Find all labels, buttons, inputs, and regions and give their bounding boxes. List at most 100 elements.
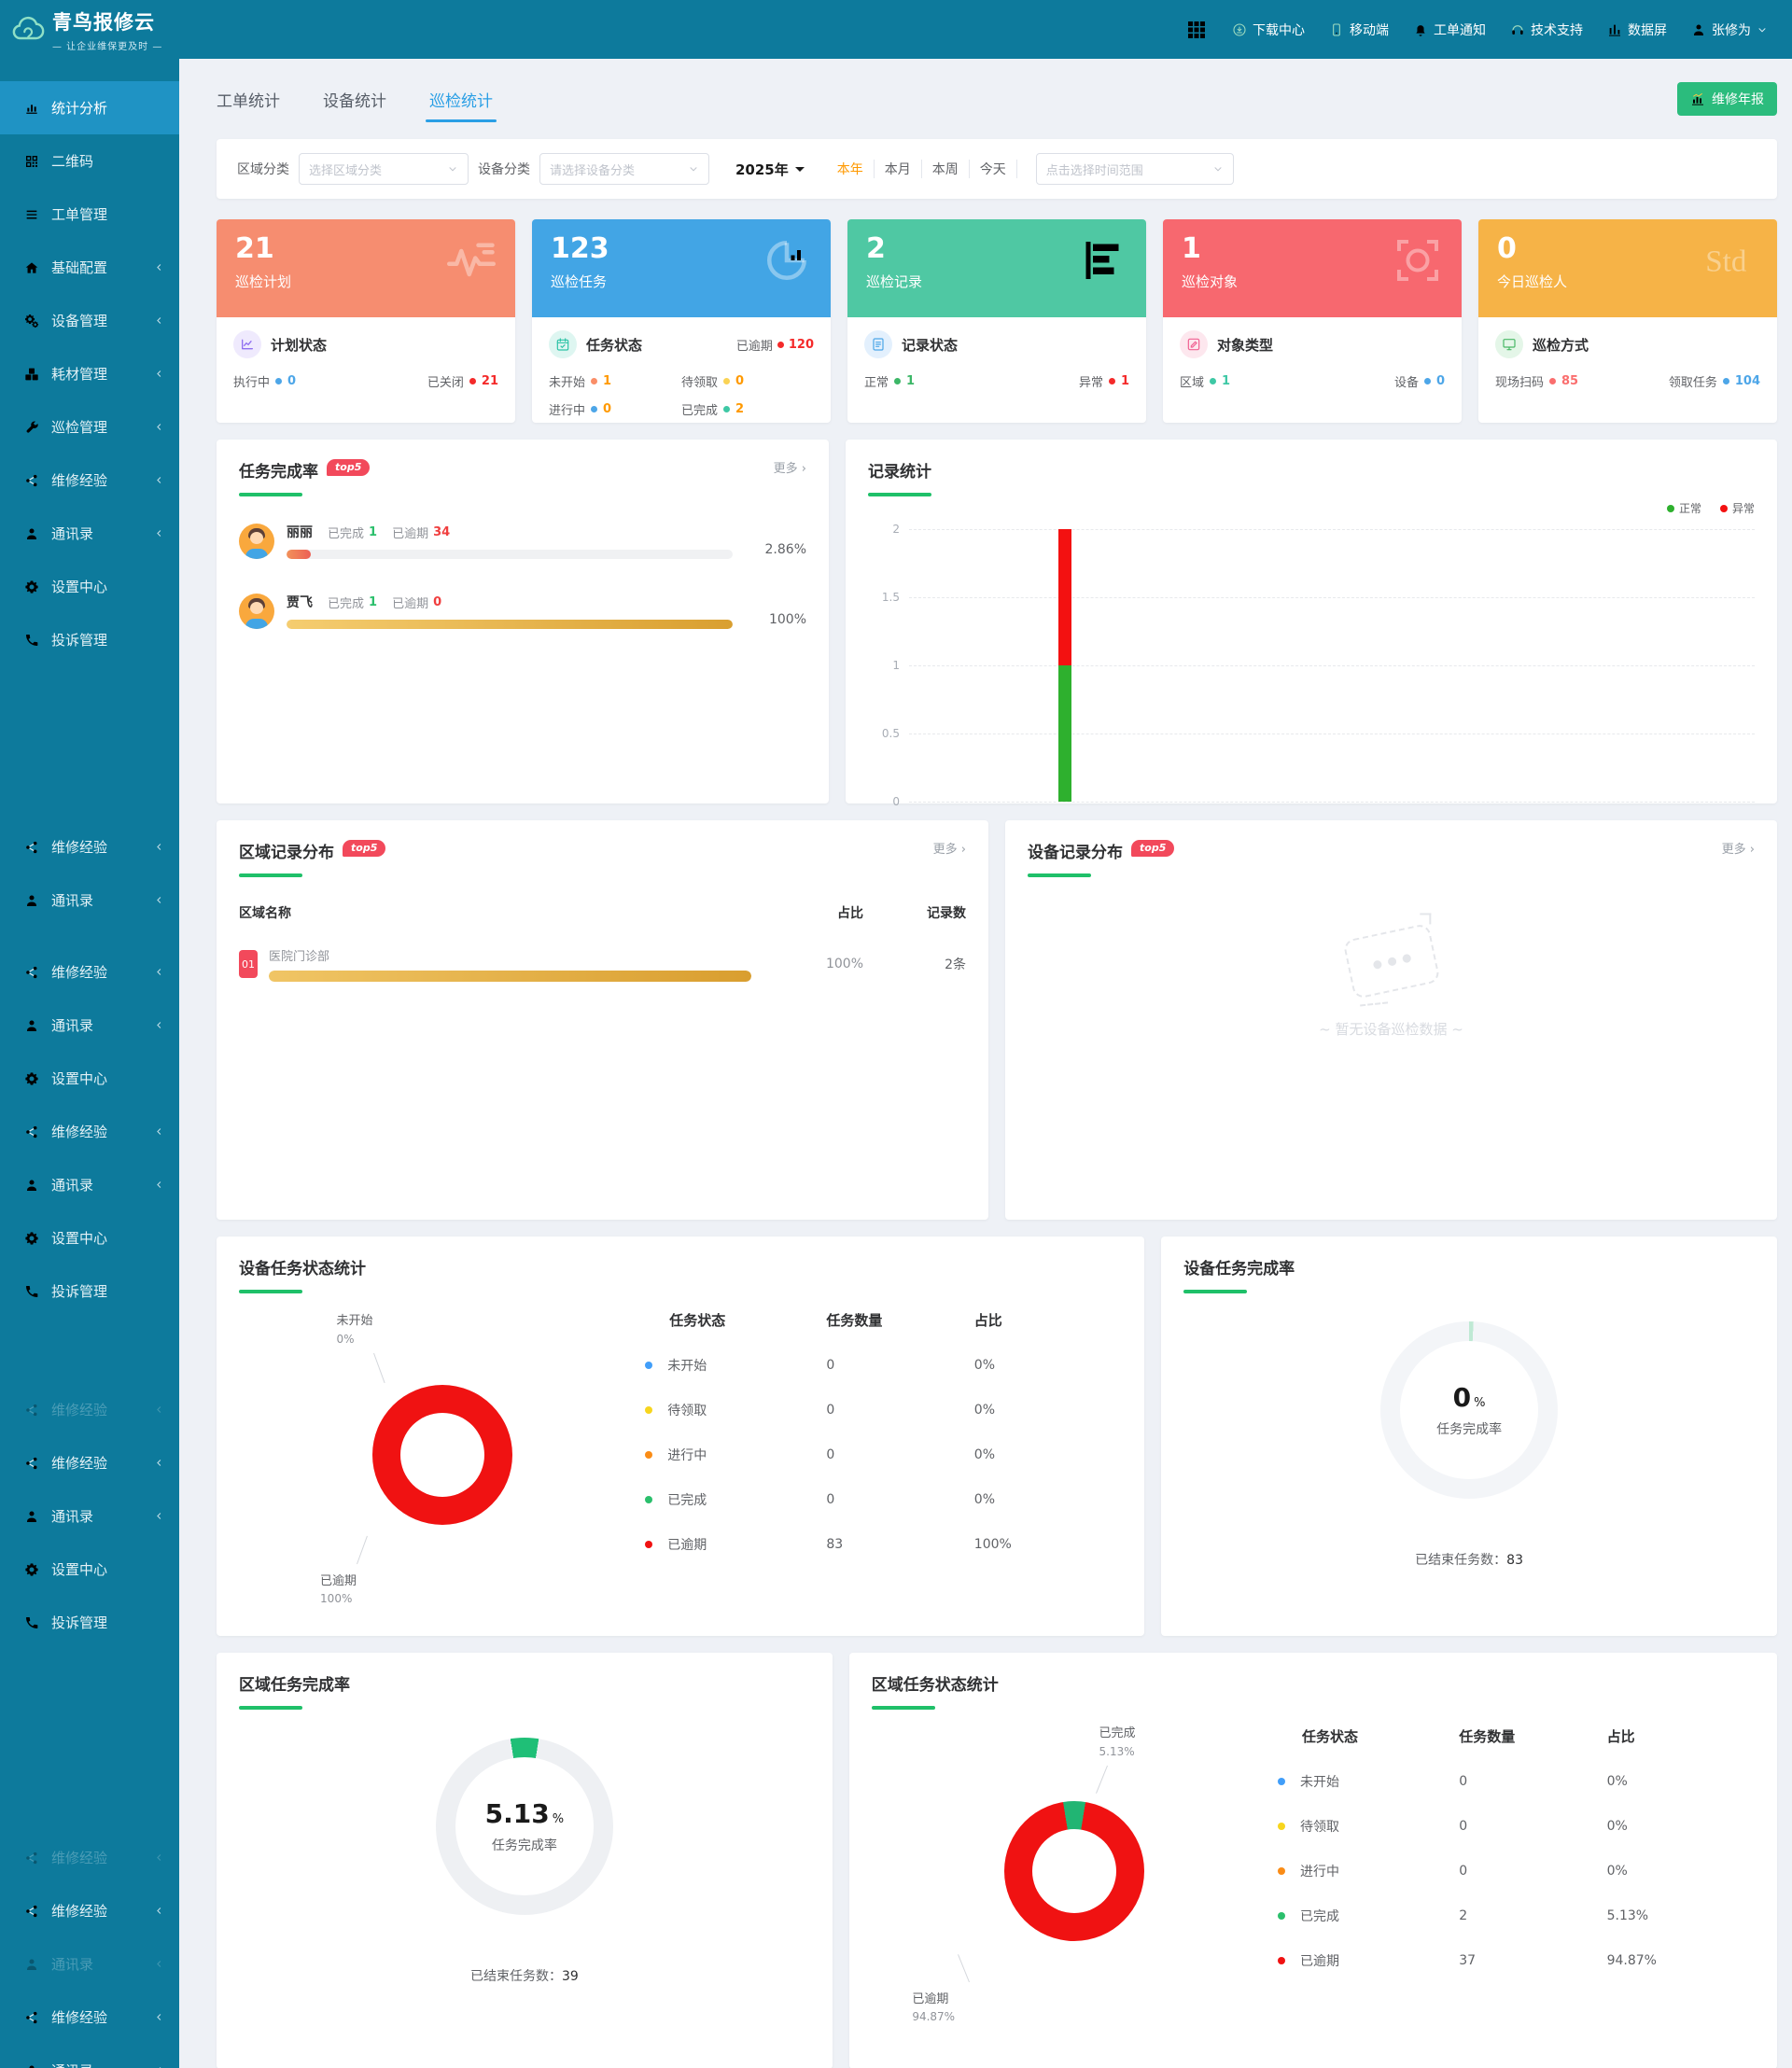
sidebar-item[interactable]: 维修经验 [0,1383,179,1436]
rate-donut-chart: 5.13% 任务完成率 [435,1738,613,1915]
sidebar-item[interactable]: 通讯录 [0,1158,179,1211]
status-value: 104 [1734,374,1760,388]
year-select[interactable]: 2025年 [735,160,805,179]
sidebar-item-icon [24,1018,39,1033]
top-menu-item[interactable]: 工单通知 [1413,21,1486,39]
area-record-panel: 区域记录分布 top5 更多 › 区域名称 占比 记录数 01 医院门诊部 [217,820,988,1220]
area-category-select[interactable]: 选择区域分类 [299,153,469,185]
donut-callout-top: 未开始 0% [336,1314,373,1346]
device-category-select[interactable]: 请选择设备分类 [539,153,709,185]
sidebar-item[interactable]: 通讯录 [0,1489,179,1543]
sidebar-item-label: 维修经验 [51,1455,108,1472]
sidebar-item-label: 巡检管理 [51,419,108,436]
top-menu-item[interactable]: 下载中心 [1232,21,1305,39]
sidebar-item[interactable]: 投诉管理 [0,1596,179,1649]
sidebar-item[interactable]: 通讯录 [0,999,179,1052]
more-link[interactable]: 更多 › [932,843,966,857]
stat-value: 1 [1182,232,1201,265]
time-range-input[interactable]: 点击选择时间范围 [1035,153,1234,185]
chevron-down-icon [1757,24,1768,35]
stat-label: 今日巡检人 [1497,273,1568,290]
stat-watermark-icon [1702,232,1764,288]
finished-task-caption: 已结束任务数：83 [1415,1553,1523,1568]
status-dot [591,378,598,384]
sidebar-item[interactable]: 维修经验 [0,1105,179,1158]
donut-callout-bottom: 已逾期 94.87% [912,1991,956,2024]
empty-state: ~ 暂无设备巡检数据 ~ [1028,922,1755,1039]
status-value: 1 [603,374,612,388]
tab[interactable]: 工单统计 [217,80,280,119]
quick-range-option[interactable]: 今天 [970,160,1017,178]
sidebar-item[interactable]: 维修经验 [0,1436,179,1489]
sidebar-item[interactable]: 维修经验 [0,1991,179,2044]
panel-title: 记录统计 [868,458,931,496]
sidebar-item[interactable]: 设置中心 [0,1052,179,1105]
stat-value: 0 [1497,232,1517,265]
sidebar-item[interactable]: 维修经验 [0,454,179,507]
top-menu-item[interactable]: 技术支持 [1510,21,1583,39]
sidebar-item-icon [24,1562,39,1577]
more-link[interactable]: 更多 › [1721,843,1755,857]
sidebar-item[interactable]: 工单管理 [0,188,179,241]
sidebar-item[interactable]: 基础配置 [0,241,179,294]
sidebar-item-label: 维修经验 [51,839,108,856]
device-task-status-panel: 设备任务状态统计 未开始 0% 已逾期 100% [217,1237,1145,1636]
sidebar-item[interactable]: 通讯录 [0,873,179,927]
chevron-collapse-icon [154,528,164,538]
sidebar: 统计分析 二维码 工单管理 基础配置 设 [0,59,179,2068]
annual-report-button[interactable]: 维修年报 [1677,82,1777,116]
tab[interactable]: 巡检统计 [426,80,497,122]
sidebar-item[interactable]: 维修经验 [0,1831,179,1884]
sidebar-item[interactable]: 维修经验 [0,945,179,999]
sidebar-item[interactable]: 投诉管理 [0,613,179,666]
sidebar-item[interactable]: 耗材管理 [0,347,179,400]
status-dot [723,378,731,384]
sidebar-item[interactable]: 通讯录 [0,2044,179,2068]
status-table-row: 待领取 0 0% [645,1401,1122,1419]
status-dot [1423,378,1431,384]
user-menu[interactable]: 张修为 [1691,21,1768,39]
status-dot [1278,1778,1286,1785]
callout-line [1096,1765,1109,1794]
top-menu-item[interactable]: 数据屏 [1607,21,1667,39]
tab[interactable]: 设备统计 [323,80,386,119]
chevron-collapse-icon [154,1906,164,1916]
y-axis-tick: 1 [892,659,900,672]
stat-watermark-icon [756,232,818,288]
time-range-placeholder: 点击选择时间范围 [1045,163,1143,178]
device-category-placeholder: 请选择设备分类 [550,163,636,178]
sidebar-item[interactable]: 维修经验 [0,1884,179,1937]
sidebar-item[interactable]: 设置中心 [0,1543,179,1596]
avatar [239,593,274,629]
sidebar-item[interactable]: 设备管理 [0,294,179,347]
status-table-row: 待领取 0 0% [1278,1817,1755,1836]
sidebar-item[interactable]: 设置中心 [0,1211,179,1265]
status-dot [1278,1912,1286,1920]
sidebar-item-label: 通讯录 [51,525,94,542]
mobile-icon [1329,22,1344,37]
quick-range-option[interactable]: 本周 [922,160,970,178]
apps-grid-icon[interactable] [1185,19,1208,41]
sidebar-item[interactable]: 通讯录 [0,507,179,560]
status-right-metric: 已逾期 120 [735,337,814,354]
sidebar-item[interactable]: 通讯录 [0,1937,179,1991]
top-menu-item[interactable]: 移动端 [1329,21,1389,39]
quick-range-option[interactable]: 本月 [875,160,922,178]
status-value: 0 [287,374,297,388]
stat-card: 21 巡检计划 计划状态 执行中 [217,219,515,423]
sidebar-item[interactable]: 投诉管理 [0,1265,179,1318]
sidebar-item[interactable]: 二维码 [0,134,179,188]
sidebar-item[interactable]: 设置中心 [0,560,179,613]
sidebar-item-label: 维修经验 [51,2009,108,2026]
status-metric: 正常 1 [864,374,916,390]
sidebar-item-icon [24,1178,39,1193]
quick-range-option[interactable]: 本年 [827,160,875,178]
stat-watermark-icon [1387,232,1449,288]
sidebar-item-icon [24,2010,39,2025]
more-link[interactable]: 更多 › [773,462,806,476]
chevron-collapse-icon [154,262,164,272]
top-menu-label: 数据屏 [1628,22,1667,38]
sidebar-item[interactable]: 巡检管理 [0,400,179,454]
sidebar-item[interactable]: 统计分析 [0,81,179,134]
sidebar-item[interactable]: 维修经验 [0,820,179,873]
